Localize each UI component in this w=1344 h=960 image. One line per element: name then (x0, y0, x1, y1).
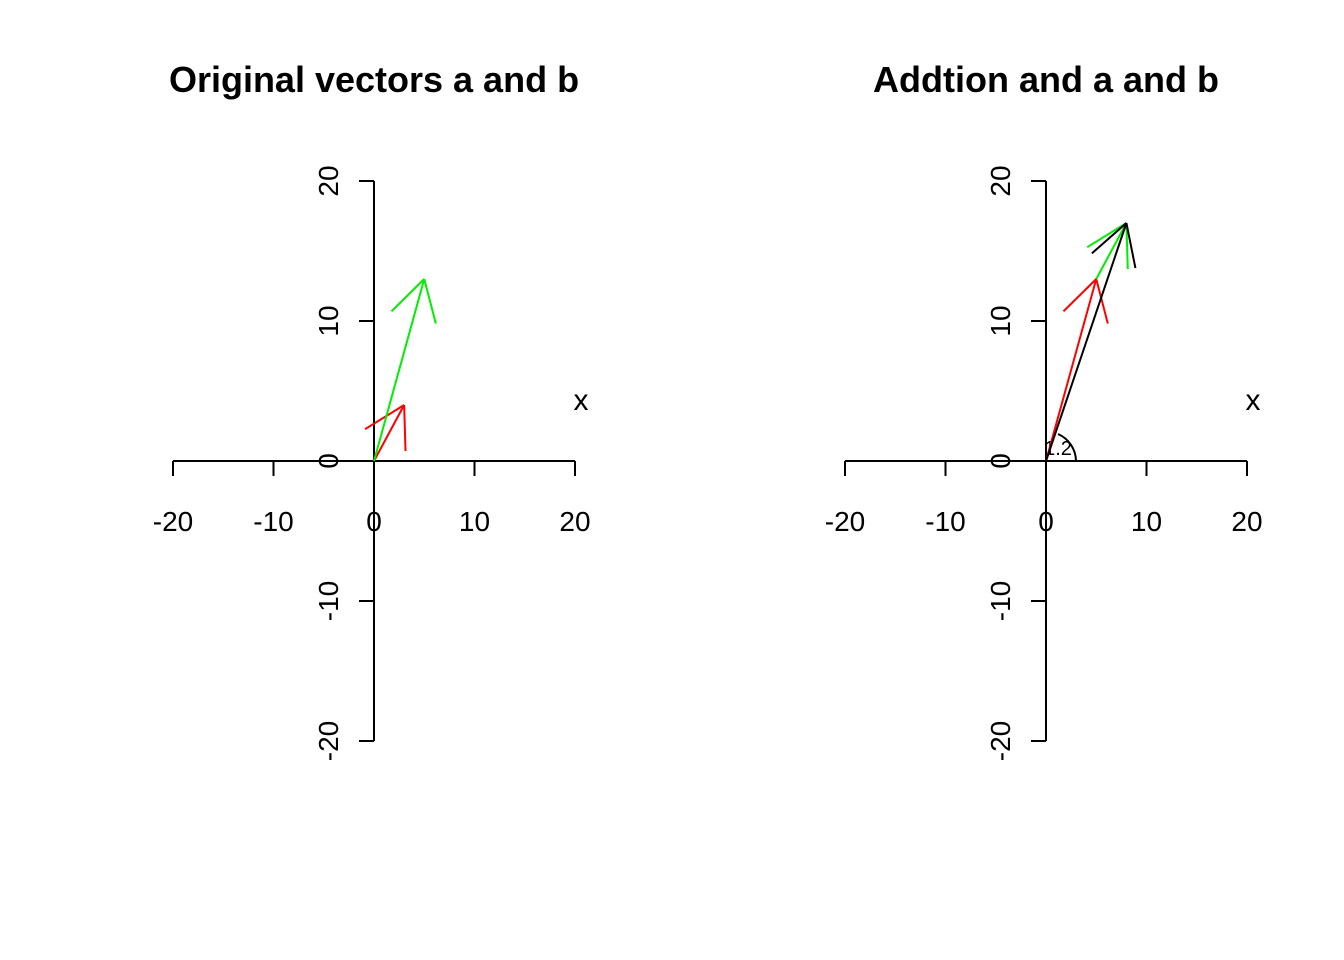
y-tick-label: -10 (985, 581, 1016, 621)
angle-arc (1057, 433, 1077, 462)
x-tick-label: -20 (153, 506, 193, 537)
x-axis-label: x (574, 384, 589, 417)
y-tick-label: 0 (313, 453, 344, 469)
x-tick-label: 10 (1131, 506, 1162, 537)
x-tick-label: -20 (825, 506, 865, 537)
panel-original-vectors: Original vectors a and b x -20 -10 0 10 20 -2… (153, 59, 591, 761)
panel-vector-addition: Addtion and a and b x -20-1001020-20-100… (825, 59, 1263, 761)
x-tick-label: 20 (559, 506, 590, 537)
arrow-head (403, 404, 407, 452)
y-tick-label: 0 (985, 453, 1016, 469)
vector-arrow (1095, 222, 1128, 280)
chart-title: Addtion and a and b (873, 59, 1219, 100)
arrow-head (364, 404, 405, 431)
arrow-head (1062, 278, 1097, 312)
x-tick-label: 20 (1231, 506, 1262, 537)
vector-arrow (373, 404, 406, 462)
y-tick-label: -10 (313, 581, 344, 621)
y-tick-label: -20 (313, 721, 344, 761)
arrow-head (1086, 222, 1127, 249)
arrow-head (423, 278, 437, 324)
y-tick-label: 20 (985, 165, 1016, 196)
vector-arrow (1045, 278, 1098, 462)
x-axis-label: x (1246, 384, 1261, 417)
vector-arrow (1045, 222, 1128, 462)
y-tick-label: 20 (313, 165, 344, 196)
y-tick-label: 10 (313, 305, 344, 336)
chart-title: Original vectors a and b (169, 59, 579, 100)
y-tick-label: 10 (985, 305, 1016, 336)
x-tick-label: 10 (459, 506, 490, 537)
x-tick-label: -10 (925, 506, 965, 537)
arrow-head (1095, 278, 1109, 324)
arrow-head (1125, 222, 1137, 269)
arrow-head (390, 278, 425, 312)
arrow-head (1125, 222, 1129, 270)
vector-arrow (373, 278, 426, 462)
arrow-head (1091, 222, 1128, 255)
y-tick-label: -20 (985, 721, 1016, 761)
x-tick-label: -10 (253, 506, 293, 537)
